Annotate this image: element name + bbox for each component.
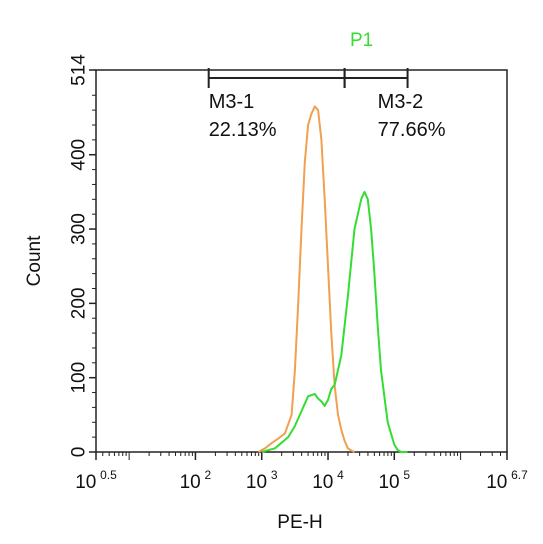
series-group [257,105,408,453]
y-tick-label: 300 [69,213,90,245]
x-axis: 10 0.5 10 2 10 3 10 4 10 5 10 6.7 [75,452,528,493]
y-tick-label: 514 [69,54,90,86]
gate-name: M3-1 [209,91,255,113]
gate-percent: 22.13% [209,119,277,141]
x-tick-label: 10 0.5 [75,468,117,493]
gate-markers: M3-1 22.13% M3-2 77.66% [207,68,446,141]
y-axis: 0 100 200 300 400 514 [69,54,96,458]
x-tick-label: 10 6.7 [486,468,528,493]
gate-name: M3-2 [378,91,424,113]
gate-percent: 77.66% [378,119,446,141]
y-tick-label: 200 [69,288,90,320]
x-tick-label: 10 4 [312,468,344,493]
y-tick-label: 400 [69,139,90,171]
x-tick-label: 10 2 [180,468,212,493]
series-line-p1 [261,190,408,453]
x-tick-label: 10 3 [246,468,278,493]
legend-label-p1: P1 [350,30,373,51]
x-axis-title: PE-H [277,512,322,533]
series-line-control [257,105,355,453]
y-axis-title: Count [24,235,45,286]
x-tick-label: 10 5 [378,468,410,493]
y-tick-label: 0 [69,447,90,458]
y-tick-label: 100 [69,362,90,394]
